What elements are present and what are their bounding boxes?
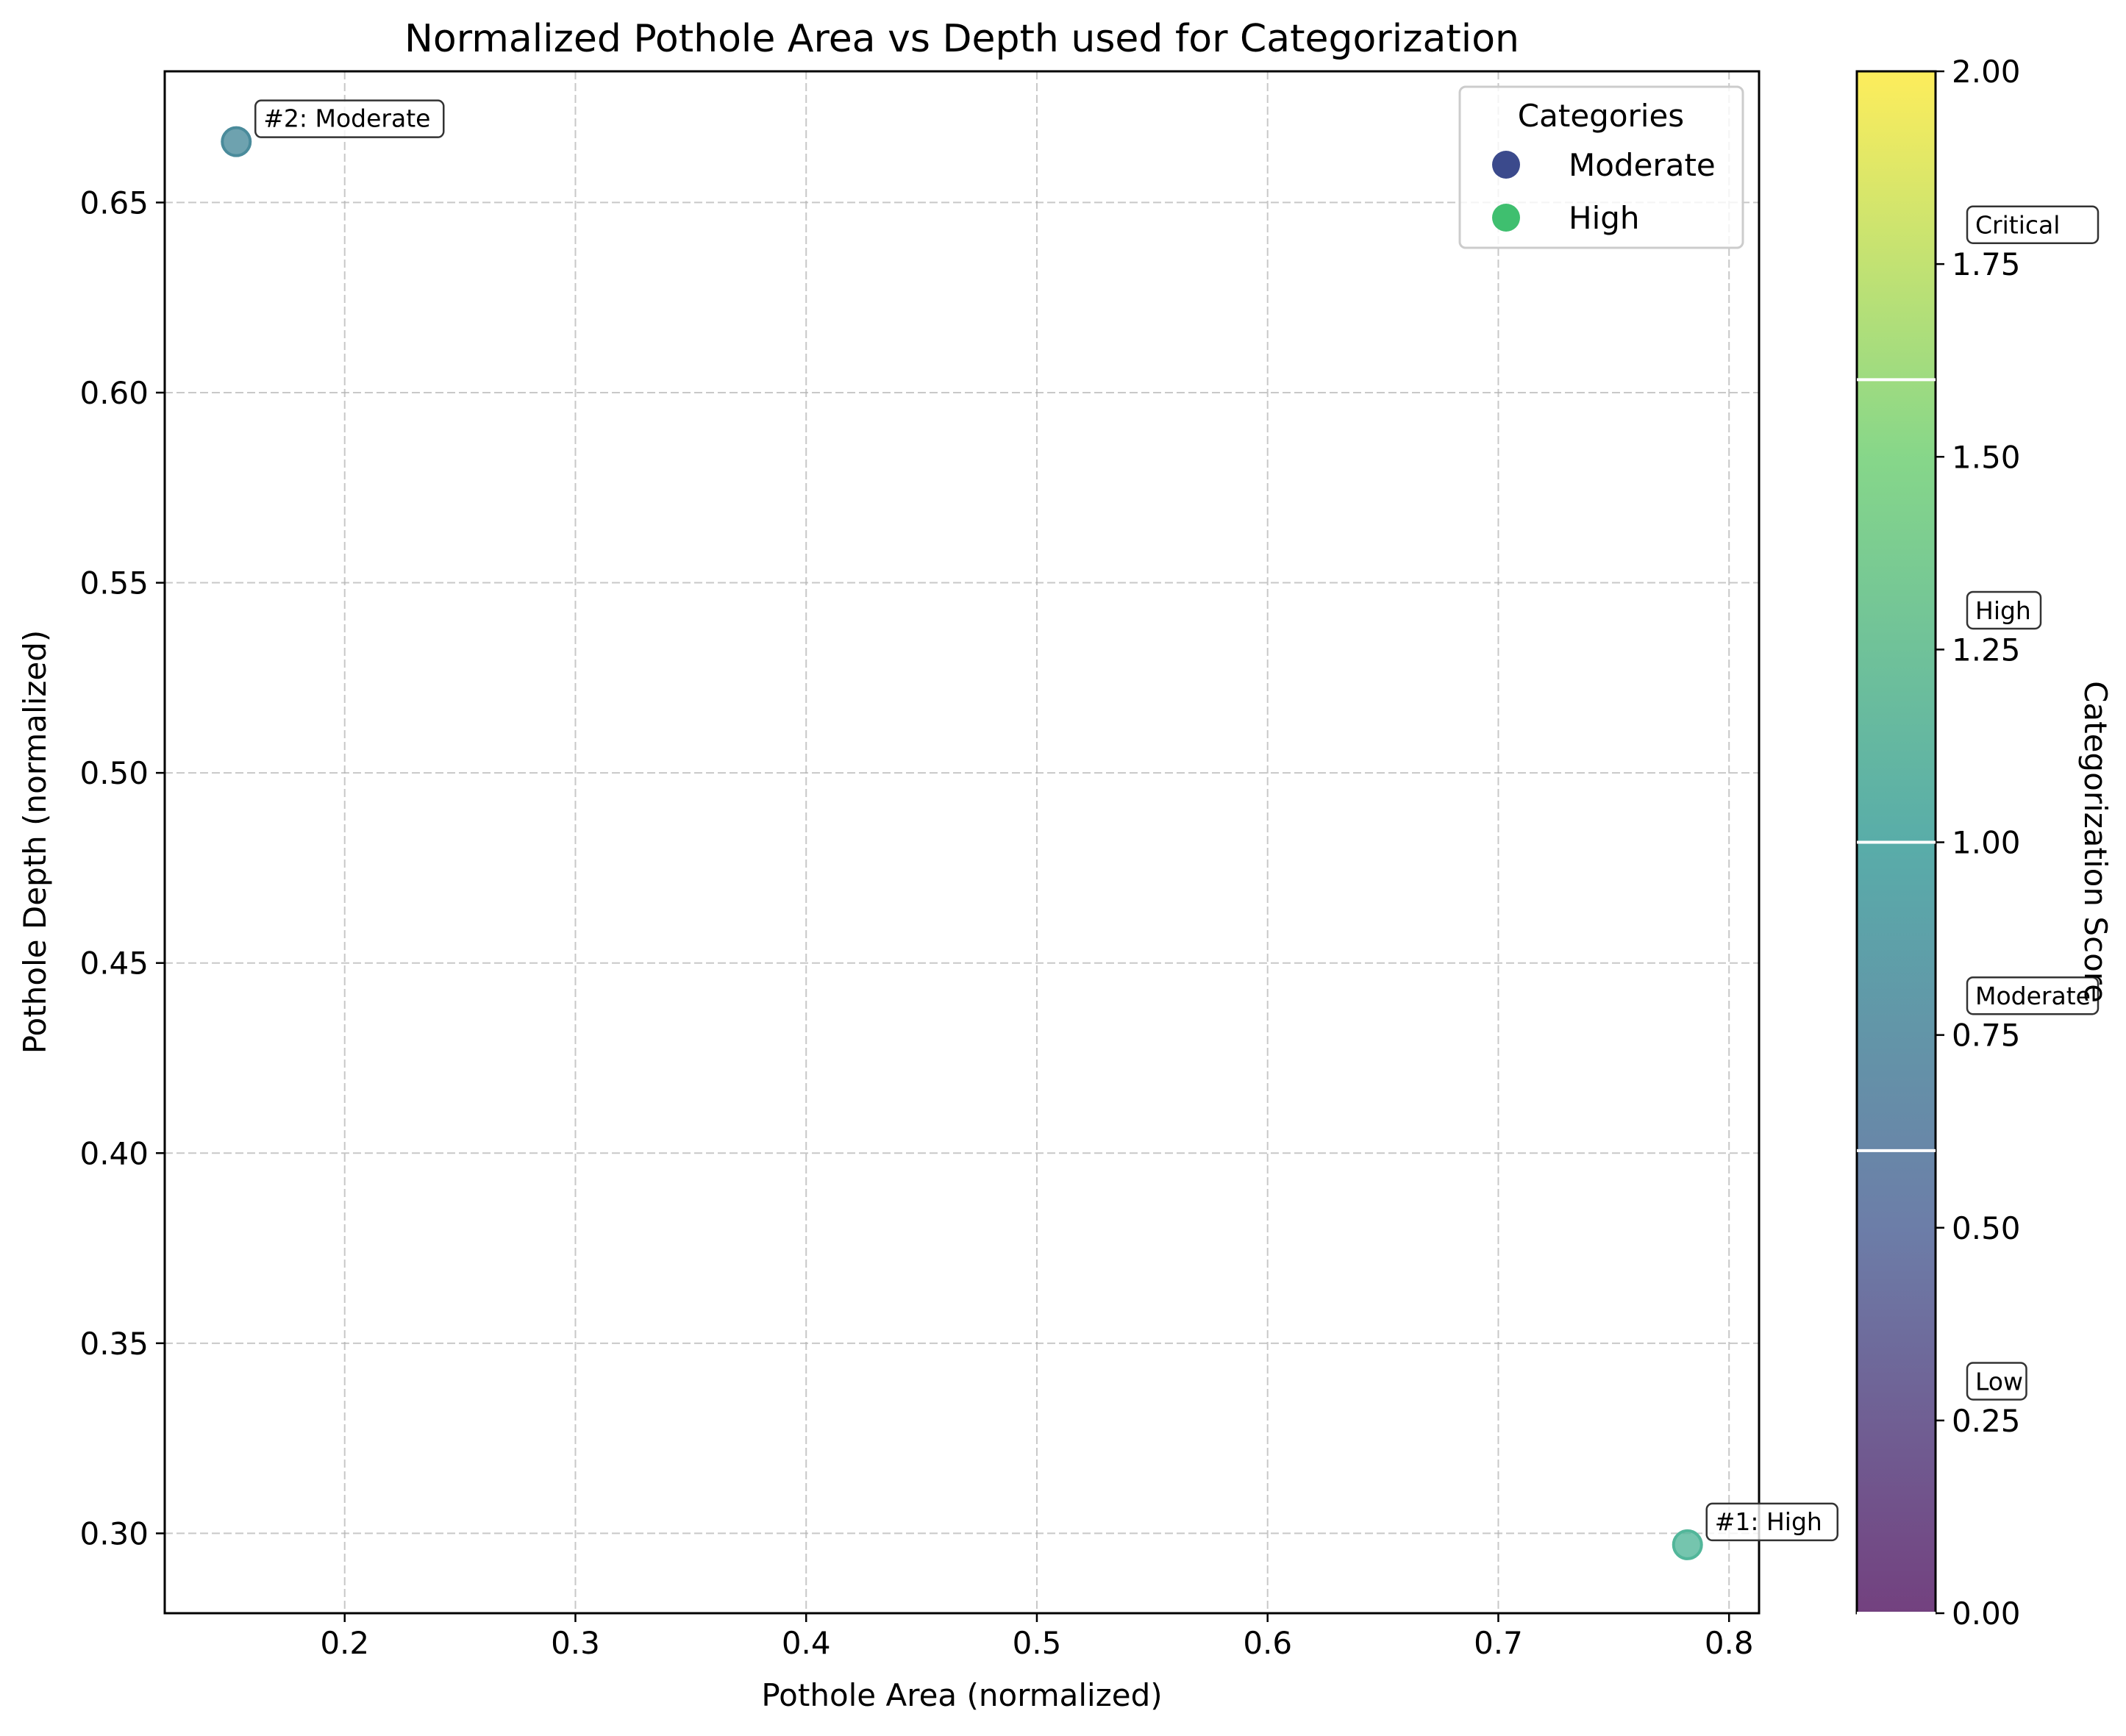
y-tick-label: 0.65: [79, 185, 149, 221]
y-axis-ticks: 0.30 0.35 0.40 0.45 0.50 0.55 0.60 0.65: [79, 185, 165, 1551]
colorbar-tick-label: 1.75: [1952, 246, 2021, 282]
colorbar-category-label: Low: [1975, 1367, 2023, 1396]
y-tick-label: 0.45: [79, 946, 149, 982]
colorbar-tick-label: 0.50: [1952, 1210, 2021, 1246]
x-axis-ticks: 0.2 0.3 0.4 0.5 0.6 0.7 0.8: [320, 1613, 1754, 1661]
y-axis-label: Pothole Depth (normalized): [17, 630, 53, 1054]
colorbar-category-box: [1966, 590, 2042, 630]
colorbar-tick-label: 0.75: [1952, 1018, 2021, 1054]
y-tick-label: 0.60: [79, 375, 149, 411]
colorbar-category-box: [1966, 1362, 2027, 1401]
colorbar-category-labels: Low Moderate High Critical: [1966, 205, 2100, 1401]
data-point: [221, 126, 252, 157]
legend-entries: Moderate High: [1492, 147, 1716, 236]
x-tick-label: 0.2: [320, 1625, 369, 1661]
colorbar-category-box: [1966, 205, 2100, 244]
x-tick-label: 0.3: [551, 1625, 600, 1661]
colorbar-tick-label: 0.25: [1952, 1403, 2021, 1439]
legend: Categories Moderate High: [1458, 85, 1744, 249]
colorbar-category-label: Moderate: [1975, 982, 2091, 1010]
point-annotation-label: #1: High: [1715, 1507, 1822, 1536]
x-tick-label: 0.8: [1705, 1625, 1754, 1661]
colorbar-tick-label: 1.50: [1952, 439, 2021, 475]
point-annotation-box: [254, 99, 445, 138]
y-tick-label: 0.30: [79, 1515, 149, 1551]
colorbar-category-label: Critical: [1975, 211, 2060, 240]
colorbar-boundaries: [1857, 378, 1936, 1615]
legend-box: [1458, 85, 1744, 249]
y-tick-label: 0.55: [79, 565, 149, 601]
x-tick-label: 0.6: [1243, 1625, 1292, 1661]
legend-entry-label: Moderate: [1569, 147, 1716, 183]
y-tick-label: 0.35: [79, 1326, 149, 1362]
x-axis-label: Pothole Area (normalized): [761, 1677, 1162, 1713]
plot-area-frame: [163, 70, 1761, 1615]
legend-title: Categories: [1518, 98, 1684, 134]
colorbar-tick-label: 2.00: [1952, 54, 2021, 90]
colorbar: 0.00 0.25 0.50 0.75 1.00 1.25 1.50 1.75 2.00 Low…: [1855, 54, 2113, 1632]
colorbar-category-label: High: [1975, 596, 2031, 625]
point-annotation-label: #2: Moderate: [263, 104, 430, 133]
legend-marker: [1492, 151, 1520, 179]
y-tick-label: 0.50: [79, 755, 149, 791]
y-tick-label: 0.40: [79, 1135, 149, 1171]
colorbar-tick-label: 1.25: [1952, 632, 2021, 668]
colorbar-ticks: 0.00 0.25 0.50 0.75 1.00 1.25 1.50 1.75 2.00: [1936, 54, 2021, 1632]
point-annotations: #1: High #2: Moderate: [254, 99, 1838, 1542]
x-tick-label: 0.7: [1474, 1625, 1523, 1661]
x-tick-label: 0.5: [1013, 1625, 1062, 1661]
colorbar-category-box: [1966, 976, 2100, 1015]
legend-marker: [1492, 204, 1520, 232]
data-point: [1672, 1529, 1703, 1560]
x-tick-label: 0.4: [782, 1625, 831, 1661]
legend-entry-label: High: [1569, 200, 1640, 236]
scatter-points: [221, 126, 1703, 1560]
colorbar-tick-label: 0.00: [1952, 1596, 2021, 1632]
colorbar-label: Categorization Score: [2077, 681, 2113, 1003]
chart-title: Normalized Pothole Area vs Depth used fo…: [404, 17, 1519, 61]
colorbar-tick-label: 1.00: [1952, 825, 2021, 861]
point-annotation-box: [1705, 1502, 1838, 1542]
grid-lines: [165, 71, 1759, 1613]
